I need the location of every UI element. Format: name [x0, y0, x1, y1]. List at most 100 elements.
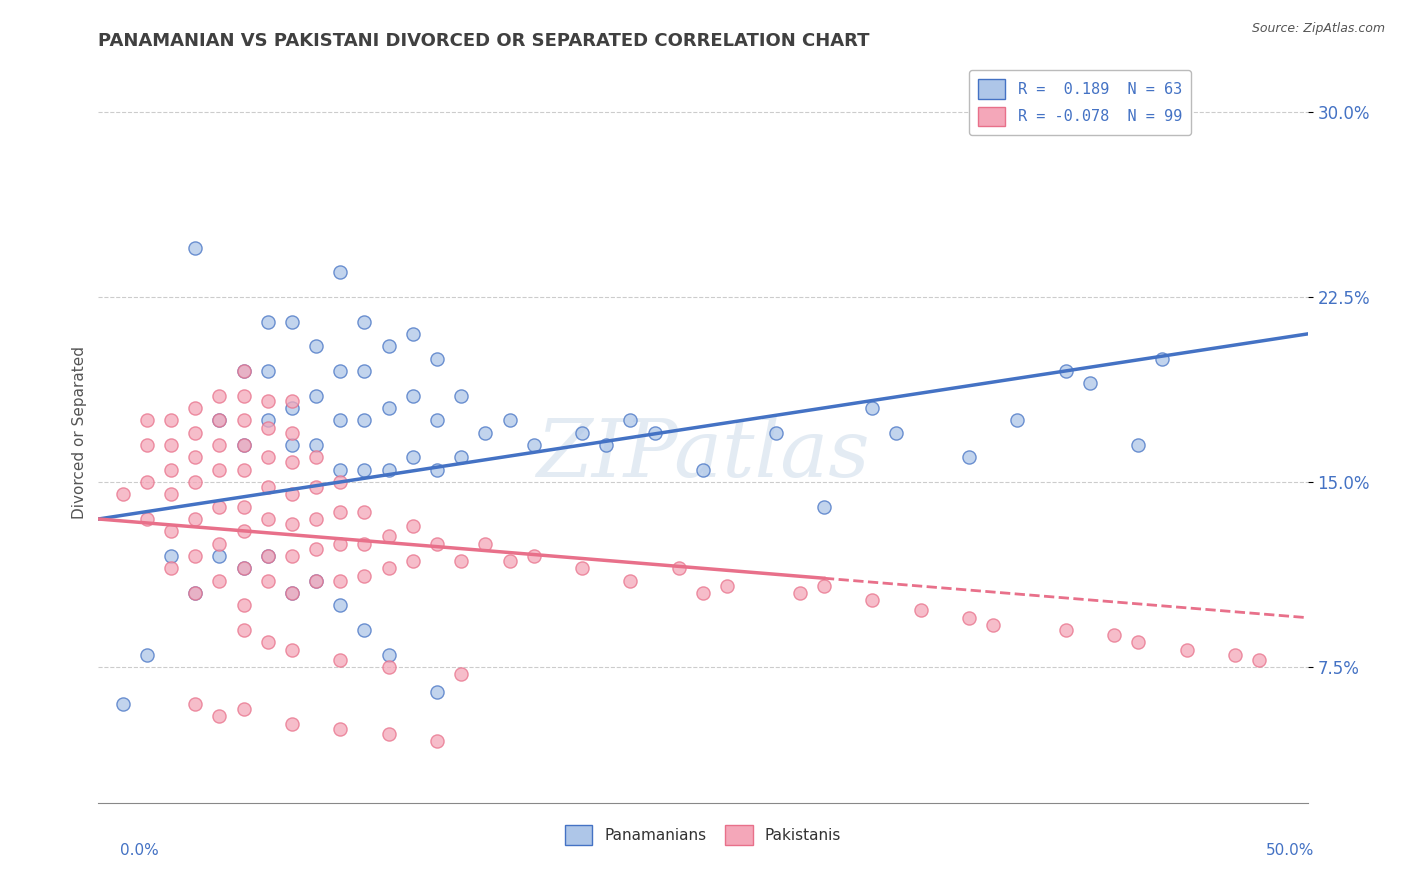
Point — [1128, 635, 1150, 649]
Point — [256, 549, 278, 563]
Point — [474, 425, 496, 440]
Point — [1054, 623, 1077, 637]
Point — [256, 549, 278, 563]
Point — [377, 339, 399, 353]
Point — [232, 364, 254, 378]
Point — [1054, 364, 1077, 378]
Point — [329, 462, 352, 476]
Point — [305, 389, 328, 403]
Point — [160, 561, 183, 575]
Point — [402, 326, 425, 341]
Point — [256, 450, 278, 465]
Point — [377, 727, 399, 741]
Point — [281, 314, 304, 328]
Point — [426, 413, 449, 427]
Point — [281, 516, 304, 531]
Point — [402, 554, 425, 568]
Text: PANAMANIAN VS PAKISTANI DIVORCED OR SEPARATED CORRELATION CHART: PANAMANIAN VS PAKISTANI DIVORCED OR SEPA… — [98, 32, 870, 50]
Point — [160, 487, 183, 501]
Point — [377, 529, 399, 543]
Point — [184, 586, 207, 600]
Point — [353, 462, 375, 476]
Point — [135, 413, 157, 427]
Point — [329, 722, 352, 736]
Point — [329, 413, 352, 427]
Point — [232, 438, 254, 452]
Point — [329, 599, 352, 613]
Point — [232, 364, 254, 378]
Point — [135, 648, 157, 662]
Point — [281, 642, 304, 657]
Point — [450, 450, 472, 465]
Point — [886, 425, 908, 440]
Point — [232, 438, 254, 452]
Point — [208, 413, 231, 427]
Point — [353, 314, 375, 328]
Point — [184, 425, 207, 440]
Point — [450, 389, 472, 403]
Point — [232, 599, 254, 613]
Point — [1078, 376, 1101, 391]
Text: ZIPatlas: ZIPatlas — [536, 416, 870, 493]
Point — [256, 480, 278, 494]
Point — [184, 450, 207, 465]
Point — [208, 500, 231, 514]
Point — [1152, 351, 1174, 366]
Point — [860, 593, 883, 607]
Point — [523, 438, 546, 452]
Point — [208, 574, 231, 588]
Point — [232, 561, 254, 575]
Point — [692, 462, 714, 476]
Point — [1175, 642, 1198, 657]
Point — [232, 702, 254, 716]
Point — [377, 561, 399, 575]
Point — [232, 389, 254, 403]
Point — [305, 512, 328, 526]
Point — [160, 524, 183, 539]
Point — [184, 475, 207, 489]
Point — [208, 709, 231, 723]
Point — [232, 561, 254, 575]
Point — [957, 610, 980, 624]
Point — [232, 462, 254, 476]
Point — [353, 505, 375, 519]
Point — [353, 568, 375, 582]
Point — [957, 450, 980, 465]
Point — [716, 579, 738, 593]
Point — [474, 536, 496, 550]
Point — [426, 351, 449, 366]
Point — [305, 339, 328, 353]
Point — [281, 586, 304, 600]
Point — [256, 512, 278, 526]
Point — [377, 462, 399, 476]
Point — [668, 561, 690, 575]
Point — [184, 512, 207, 526]
Point — [305, 574, 328, 588]
Point — [571, 425, 593, 440]
Point — [1102, 628, 1125, 642]
Point — [232, 524, 254, 539]
Point — [1223, 648, 1246, 662]
Point — [353, 413, 375, 427]
Point — [111, 697, 134, 711]
Point — [377, 401, 399, 415]
Point — [765, 425, 787, 440]
Point — [353, 623, 375, 637]
Point — [595, 438, 617, 452]
Point — [160, 549, 183, 563]
Point — [981, 618, 1004, 632]
Point — [256, 364, 278, 378]
Point — [208, 413, 231, 427]
Point — [498, 554, 520, 568]
Point — [281, 425, 304, 440]
Point — [813, 500, 835, 514]
Point — [910, 603, 932, 617]
Point — [208, 438, 231, 452]
Point — [232, 413, 254, 427]
Point — [329, 265, 352, 279]
Point — [329, 475, 352, 489]
Point — [281, 393, 304, 408]
Text: 50.0%: 50.0% — [1267, 843, 1315, 858]
Point — [281, 438, 304, 452]
Text: Source: ZipAtlas.com: Source: ZipAtlas.com — [1251, 22, 1385, 36]
